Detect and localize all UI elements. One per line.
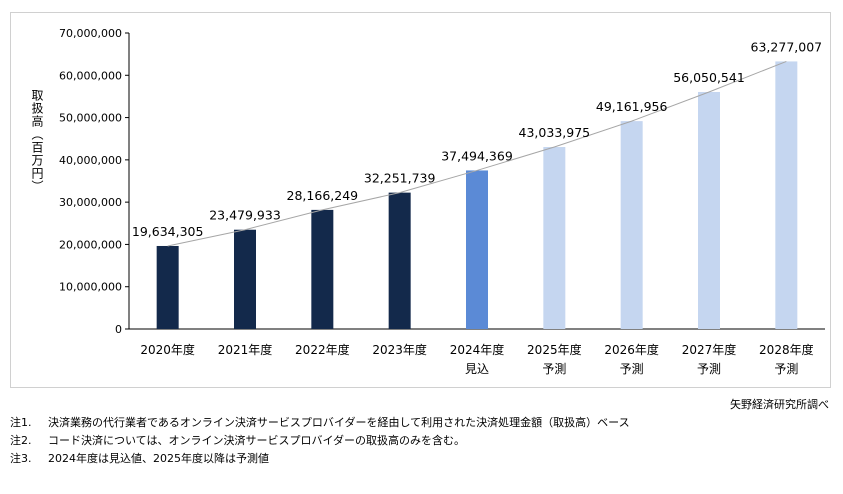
bars [156, 61, 798, 330]
note-1-text: 決済業務の代行業者であるオンライン決済サービスプロバイダーを経由して利用された決… [48, 416, 630, 429]
y-tick-label: 50,000,000 [59, 112, 122, 125]
note-3: 注3. 2024年度は見込値、2025年度以降は予測値 [10, 450, 630, 468]
notes: 注1. 決済業務の代行業者であるオンライン決済サービスプロバイダーを経由して利用さ… [10, 414, 630, 468]
bar [156, 245, 179, 329]
x-tick-label: 2028年度 [759, 342, 814, 357]
data-label: 37,494,369 [441, 148, 513, 163]
y-tick-label: 60,000,000 [59, 69, 122, 82]
x-tick-label: 2023年度 [372, 342, 427, 357]
x-tick-label: 2026年度 [604, 342, 659, 357]
x-tick-label: 予測 [542, 362, 566, 376]
y-axis: 0 10,000,000 20,000,000 30,000,000 40,000,00… [59, 27, 130, 336]
x-axis: 2020年度 2021年度 2022年度 2023年度 2024年度見込2025年度予測… [129, 328, 825, 376]
data-label: 49,161,956 [596, 99, 668, 114]
bar [543, 147, 566, 329]
note-2-text: コード決済については、オンライン決済サービスプロバイダーの取扱高のみを含む。 [48, 434, 466, 447]
x-tick-label: 2021年度 [218, 342, 273, 357]
bar [388, 192, 411, 329]
y-axis-title: 取扱高（百万円） [30, 89, 44, 193]
y-tick-label: 40,000,000 [59, 154, 122, 167]
trend-polyline [167, 60, 787, 247]
y-tick-label: 0 [115, 323, 122, 336]
data-label: 56,050,541 [673, 70, 745, 85]
x-tick-label: 2025年度 [527, 342, 582, 357]
note-2-number: 注2. [10, 434, 32, 447]
bar [620, 121, 643, 329]
data-label: 32,251,739 [364, 171, 436, 186]
note-1: 注1. 決済業務の代行業者であるオンライン決済サービスプロバイダーを経由して利用さ… [10, 414, 630, 432]
data-label: 19,634,305 [132, 224, 204, 239]
x-tick-label: 予測 [620, 362, 644, 376]
data-label: 23,479,933 [209, 208, 281, 223]
y-tick-label: 70,000,000 [59, 27, 122, 40]
x-tick-label: 予測 [697, 362, 721, 376]
x-tick-label: 2020年度 [140, 342, 195, 357]
x-tick-label: 見込 [465, 362, 489, 376]
data-label: 43,033,975 [519, 125, 591, 140]
bar-chart: 0 10,000,000 20,000,000 30,000,000 40,000,00… [59, 27, 825, 376]
y-tick-label: 20,000,000 [59, 238, 122, 251]
x-tick-label: 2022年度 [295, 342, 350, 357]
bar [698, 91, 720, 329]
bar [234, 229, 256, 329]
note-3-text: 2024年度は見込値、2025年度以降は予測値 [48, 452, 269, 465]
x-tick-label: 2024年度 [450, 342, 505, 357]
x-tick-label: 予測 [774, 362, 798, 376]
bar [466, 170, 488, 329]
chart-frame: 0 10,000,000 20,000,000 30,000,000 40,000,00… [10, 12, 831, 388]
value-labels: 19,634,305 23,479,933 28,166,249 32,251,739… [132, 39, 822, 239]
x-tick-label: 2027年度 [682, 342, 737, 357]
y-tick-label: 30,000,000 [59, 196, 122, 209]
bar [775, 61, 798, 330]
note-1-number: 注1. [10, 416, 32, 429]
y-tick-label: 10,000,000 [59, 281, 122, 294]
note-3-number: 注3. [10, 452, 32, 465]
note-2: 注2. コード決済については、オンライン決済サービスプロバイダーの取扱高のみを含む… [10, 432, 630, 450]
source-credit: 矢野経済研究所調べ [730, 398, 829, 411]
bar [311, 209, 334, 329]
data-label: 63,277,007 [751, 39, 823, 54]
data-label: 28,166,249 [287, 188, 359, 203]
trend-line [167, 60, 787, 247]
